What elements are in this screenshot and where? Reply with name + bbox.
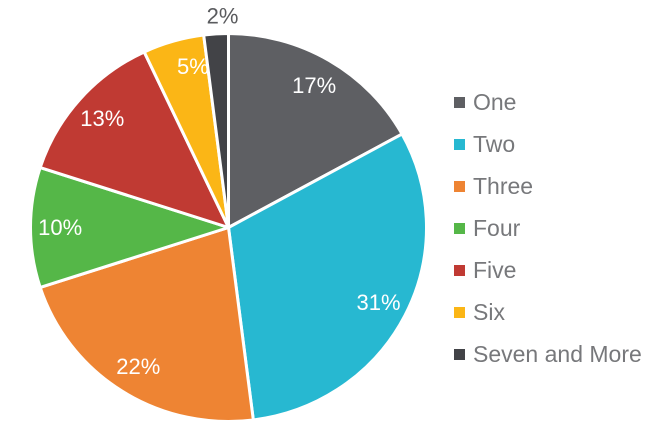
legend-item-five[interactable]: Five bbox=[450, 258, 642, 282]
legend-label-six: Six bbox=[473, 299, 505, 325]
pie-slice-five[interactable] bbox=[38, 50, 230, 229]
legend-label-one: One bbox=[473, 89, 517, 115]
slice-percent-label-six: 5% bbox=[177, 54, 209, 79]
legend-label-three: Three bbox=[473, 173, 534, 199]
legend-item-four[interactable]: Four bbox=[450, 216, 642, 240]
legend-item-three[interactable]: Three bbox=[450, 174, 642, 198]
slice-percent-label-one: 17% bbox=[292, 73, 336, 98]
legend-item-seven-and-more[interactable]: Seven and More bbox=[450, 342, 642, 366]
legend-item-six[interactable]: Six bbox=[450, 300, 642, 324]
pie-slice-one[interactable] bbox=[227, 32, 404, 229]
slice-percent-label-three: 22% bbox=[116, 354, 160, 379]
legend-swatch-three bbox=[450, 176, 469, 196]
legend-label-two: Two bbox=[473, 131, 516, 157]
legend-item-one[interactable]: One bbox=[450, 90, 642, 114]
legend-label-four: Four bbox=[473, 215, 521, 241]
slice-percent-label-seven-and-more: 2% bbox=[207, 4, 239, 29]
legend-swatch-five bbox=[450, 260, 469, 280]
legend-swatch-two bbox=[450, 134, 469, 154]
legend-swatch-one bbox=[450, 92, 469, 112]
pie-slice-seven-and-more[interactable] bbox=[202, 32, 230, 229]
legend-label-five: Five bbox=[473, 257, 517, 283]
pie-slice-four[interactable] bbox=[29, 166, 230, 289]
pie-slice-two[interactable] bbox=[227, 132, 428, 422]
legend-swatch-four bbox=[450, 218, 469, 238]
pie-slice-three[interactable] bbox=[38, 226, 255, 423]
legend-item-two[interactable]: Two bbox=[450, 132, 642, 156]
slice-percent-label-four: 10% bbox=[38, 215, 82, 240]
legend-swatch-six bbox=[450, 302, 469, 322]
slice-percent-label-two: 31% bbox=[356, 290, 400, 315]
legend-swatch-seven-and-more bbox=[450, 344, 469, 364]
slice-percent-label-five: 13% bbox=[80, 106, 124, 131]
chart-legend: One Two Three Four Five Six Seven and Mo… bbox=[450, 90, 642, 366]
legend-label-seven-and-more: Seven and More bbox=[473, 341, 642, 367]
